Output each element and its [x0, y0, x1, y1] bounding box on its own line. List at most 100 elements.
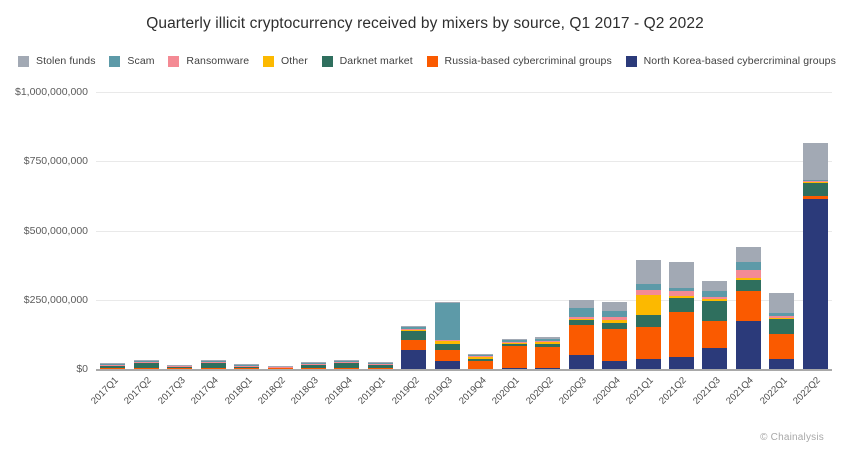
- bar-segment: [668, 297, 694, 313]
- bar-segment: [802, 198, 828, 369]
- bar-segment: [702, 320, 728, 349]
- bar-segment: [501, 367, 527, 369]
- bar-segment: [602, 320, 628, 324]
- bar-segment: [602, 323, 628, 330]
- bar-segment: [401, 340, 427, 351]
- bar-2017Q1[interactable]: [100, 363, 126, 369]
- bar-2018Q3[interactable]: [300, 361, 326, 369]
- bar-segment: [535, 341, 561, 343]
- bar-segment: [200, 361, 226, 363]
- legend-item-label: North Korea-based cybercriminal groups: [643, 55, 836, 67]
- bar-segment: [568, 300, 594, 309]
- bar-segment: [769, 317, 795, 320]
- bar-2020Q3[interactable]: [568, 300, 594, 369]
- bar-segment: [635, 260, 661, 284]
- y-axis-tick-label: $0: [76, 363, 88, 375]
- bar-segment: [200, 363, 226, 368]
- bar-segment: [468, 361, 494, 369]
- bar-segment: [100, 363, 126, 365]
- bar-segment: [702, 297, 728, 300]
- bar-2019Q1[interactable]: [367, 361, 393, 369]
- bar-2021Q1[interactable]: [635, 260, 661, 369]
- bar-segment: [568, 318, 594, 321]
- bar-series-group: [96, 92, 832, 369]
- bar-2021Q4[interactable]: [735, 246, 761, 369]
- bar-segment: [100, 364, 126, 365]
- bar-segment: [367, 363, 393, 365]
- bar-2019Q3[interactable]: [434, 301, 460, 369]
- bar-segment: [234, 366, 260, 369]
- bar-2019Q4[interactable]: [468, 354, 494, 369]
- bar-2022Q2[interactable]: [802, 142, 828, 369]
- bar-2017Q3[interactable]: [167, 365, 193, 369]
- bar-segment: [501, 340, 527, 342]
- bar-segment: [535, 339, 561, 342]
- bar-segment: [267, 368, 293, 369]
- bar-2020Q4[interactable]: [602, 302, 628, 369]
- bar-segment: [334, 360, 360, 362]
- legend-item-1[interactable]: Scam: [109, 55, 155, 67]
- bar-segment: [468, 357, 494, 359]
- bar-2020Q1[interactable]: [501, 339, 527, 369]
- legend-item-2[interactable]: Ransomware: [168, 55, 249, 67]
- bar-segment: [100, 365, 126, 369]
- legend-item-6[interactable]: North Korea-based cybercriminal groups: [625, 55, 836, 67]
- bar-segment: [802, 180, 828, 183]
- bar-2017Q4[interactable]: [200, 360, 226, 369]
- bar-segment: [501, 343, 527, 345]
- legend-swatch-icon: [109, 55, 121, 67]
- bar-segment: [267, 366, 293, 368]
- bar-segment: [367, 362, 393, 364]
- bar-2021Q3[interactable]: [702, 281, 728, 369]
- legend-item-4[interactable]: Darknet market: [321, 55, 413, 67]
- bar-segment: [167, 368, 193, 369]
- gridline-$0: [96, 369, 832, 371]
- bar-segment: [735, 320, 761, 369]
- bar-2018Q4[interactable]: [334, 359, 360, 369]
- bar-segment: [568, 317, 594, 319]
- legend-item-5[interactable]: Russia-based cybercriminal groups: [426, 55, 612, 67]
- gridline-$500,000,000: [96, 230, 832, 232]
- y-axis-tick-label: $250,000,000: [23, 293, 88, 306]
- bar-2017Q2[interactable]: [133, 359, 159, 369]
- bar-segment: [234, 365, 260, 366]
- bar-2018Q2[interactable]: [267, 365, 293, 369]
- bar-segment: [568, 308, 594, 318]
- bar-segment: [234, 368, 260, 369]
- bar-segment: [133, 361, 159, 363]
- bar-segment: [434, 349, 460, 361]
- bar-2022Q1[interactable]: [769, 293, 795, 369]
- bar-2020Q2[interactable]: [535, 337, 561, 369]
- legend-item-3[interactable]: Other: [263, 55, 308, 67]
- bar-segment: [735, 291, 761, 321]
- bar-2019Q2[interactable]: [401, 325, 427, 369]
- bar-segment: [635, 290, 661, 296]
- bar-segment: [401, 328, 427, 330]
- bar-segment: [668, 312, 694, 357]
- bar-segment: [568, 324, 594, 356]
- gridline-$1,000,000,000: [96, 92, 832, 93]
- bar-segment: [234, 365, 260, 367]
- bar-segment: [535, 337, 561, 340]
- bar-segment: [802, 142, 828, 180]
- bar-segment: [401, 329, 427, 331]
- bar-2021Q2[interactable]: [668, 261, 694, 369]
- bar-2018Q1[interactable]: [234, 364, 260, 369]
- bar-segment: [602, 302, 628, 311]
- bar-segment: [133, 359, 159, 361]
- bar-segment: [100, 364, 126, 366]
- legend-item-0[interactable]: Stolen funds: [18, 55, 96, 67]
- bar-segment: [300, 363, 326, 365]
- legend-swatch-icon: [321, 55, 333, 67]
- bar-segment: [267, 367, 293, 369]
- bar-segment: [769, 359, 795, 369]
- bar-segment: [401, 327, 427, 329]
- bar-segment: [401, 350, 427, 369]
- bar-segment: [602, 310, 628, 317]
- bar-segment: [735, 261, 761, 271]
- gridline-$250,000,000: [96, 299, 832, 301]
- legend-item-label: Darknet market: [339, 55, 413, 67]
- bar-segment: [133, 367, 159, 369]
- bar-segment: [234, 364, 260, 366]
